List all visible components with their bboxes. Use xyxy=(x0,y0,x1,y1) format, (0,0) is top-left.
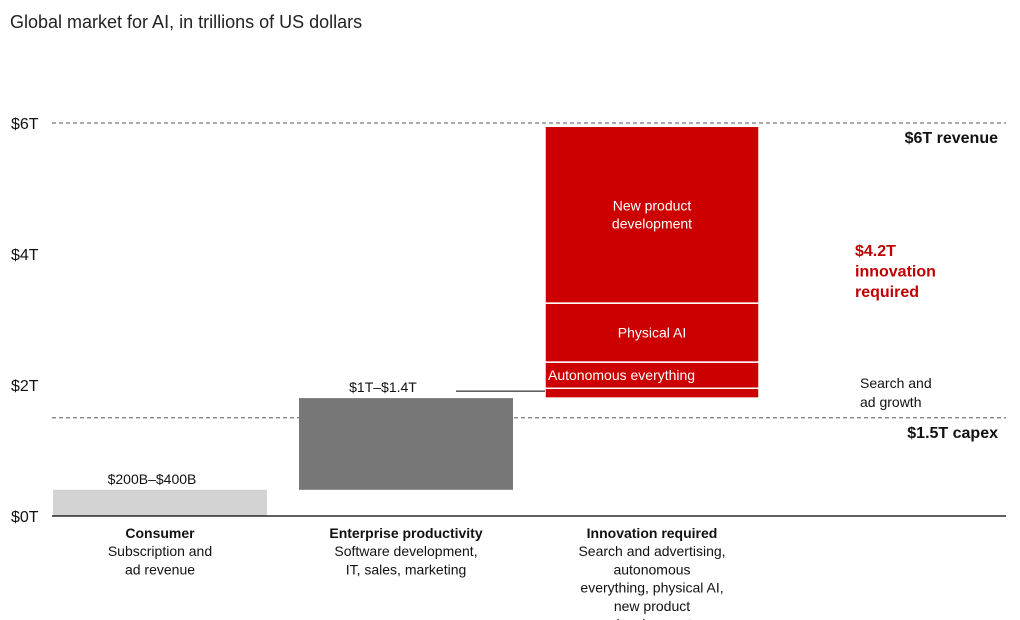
segment-label: Autonomous everything xyxy=(548,367,695,383)
reference-line-label: $6T revenue xyxy=(905,130,998,147)
bar-segment xyxy=(299,398,513,490)
category-description: IT, sales, marketing xyxy=(346,561,467,577)
y-tick-label: $2T xyxy=(11,378,39,395)
category-name: Enterprise productivity xyxy=(329,525,482,541)
category-description: development xyxy=(612,616,692,620)
innovation-callout: required xyxy=(855,284,919,301)
y-tick-label: $6T xyxy=(11,116,39,133)
bars xyxy=(53,125,760,516)
category-description: Software development, xyxy=(334,543,477,559)
y-tick-label: $0T xyxy=(11,509,39,526)
bar-segment xyxy=(53,489,267,516)
reference-line-label: $1.5T capex xyxy=(907,425,998,442)
category-description: Subscription and xyxy=(108,543,212,559)
segment-label: Physical AI xyxy=(618,325,686,341)
value-label: $200B–$400B xyxy=(108,471,197,487)
innovation-callout: $4.2T xyxy=(855,243,896,260)
bar-segment xyxy=(544,125,760,304)
bar-segment xyxy=(544,361,760,390)
category-description: new product xyxy=(614,598,690,614)
value-label: $1T–$1.4T xyxy=(349,379,417,395)
category-description: Search and advertising, xyxy=(578,543,725,559)
segment-label: New product xyxy=(613,198,692,214)
reference-lines: $6T revenue $1.5T capex xyxy=(52,122,1006,442)
bar-segment xyxy=(544,387,760,399)
category-name: Innovation required xyxy=(587,525,718,541)
search-ad-growth-note: ad growth xyxy=(860,394,921,410)
category-description: ad revenue xyxy=(125,561,195,577)
category-description: everything, physical AI, xyxy=(580,580,723,596)
search-ad-growth-note: Search and xyxy=(860,375,932,391)
annotations: $4.2T innovation required Search and ad grow… xyxy=(456,243,936,410)
category-description: autonomous xyxy=(613,561,690,577)
chart-title: Global market for AI, in trillions of US… xyxy=(10,12,362,32)
labels: $200B–$400B Consumer Subscription and ad re… xyxy=(108,198,726,620)
category-name: Consumer xyxy=(125,525,195,541)
innovation-callout: innovation xyxy=(855,264,936,281)
bar-segment xyxy=(544,302,760,363)
y-axis: $0T $2T $4T $6T xyxy=(11,116,1006,526)
segment-label: development xyxy=(612,216,692,232)
y-tick-label: $4T xyxy=(11,247,39,264)
